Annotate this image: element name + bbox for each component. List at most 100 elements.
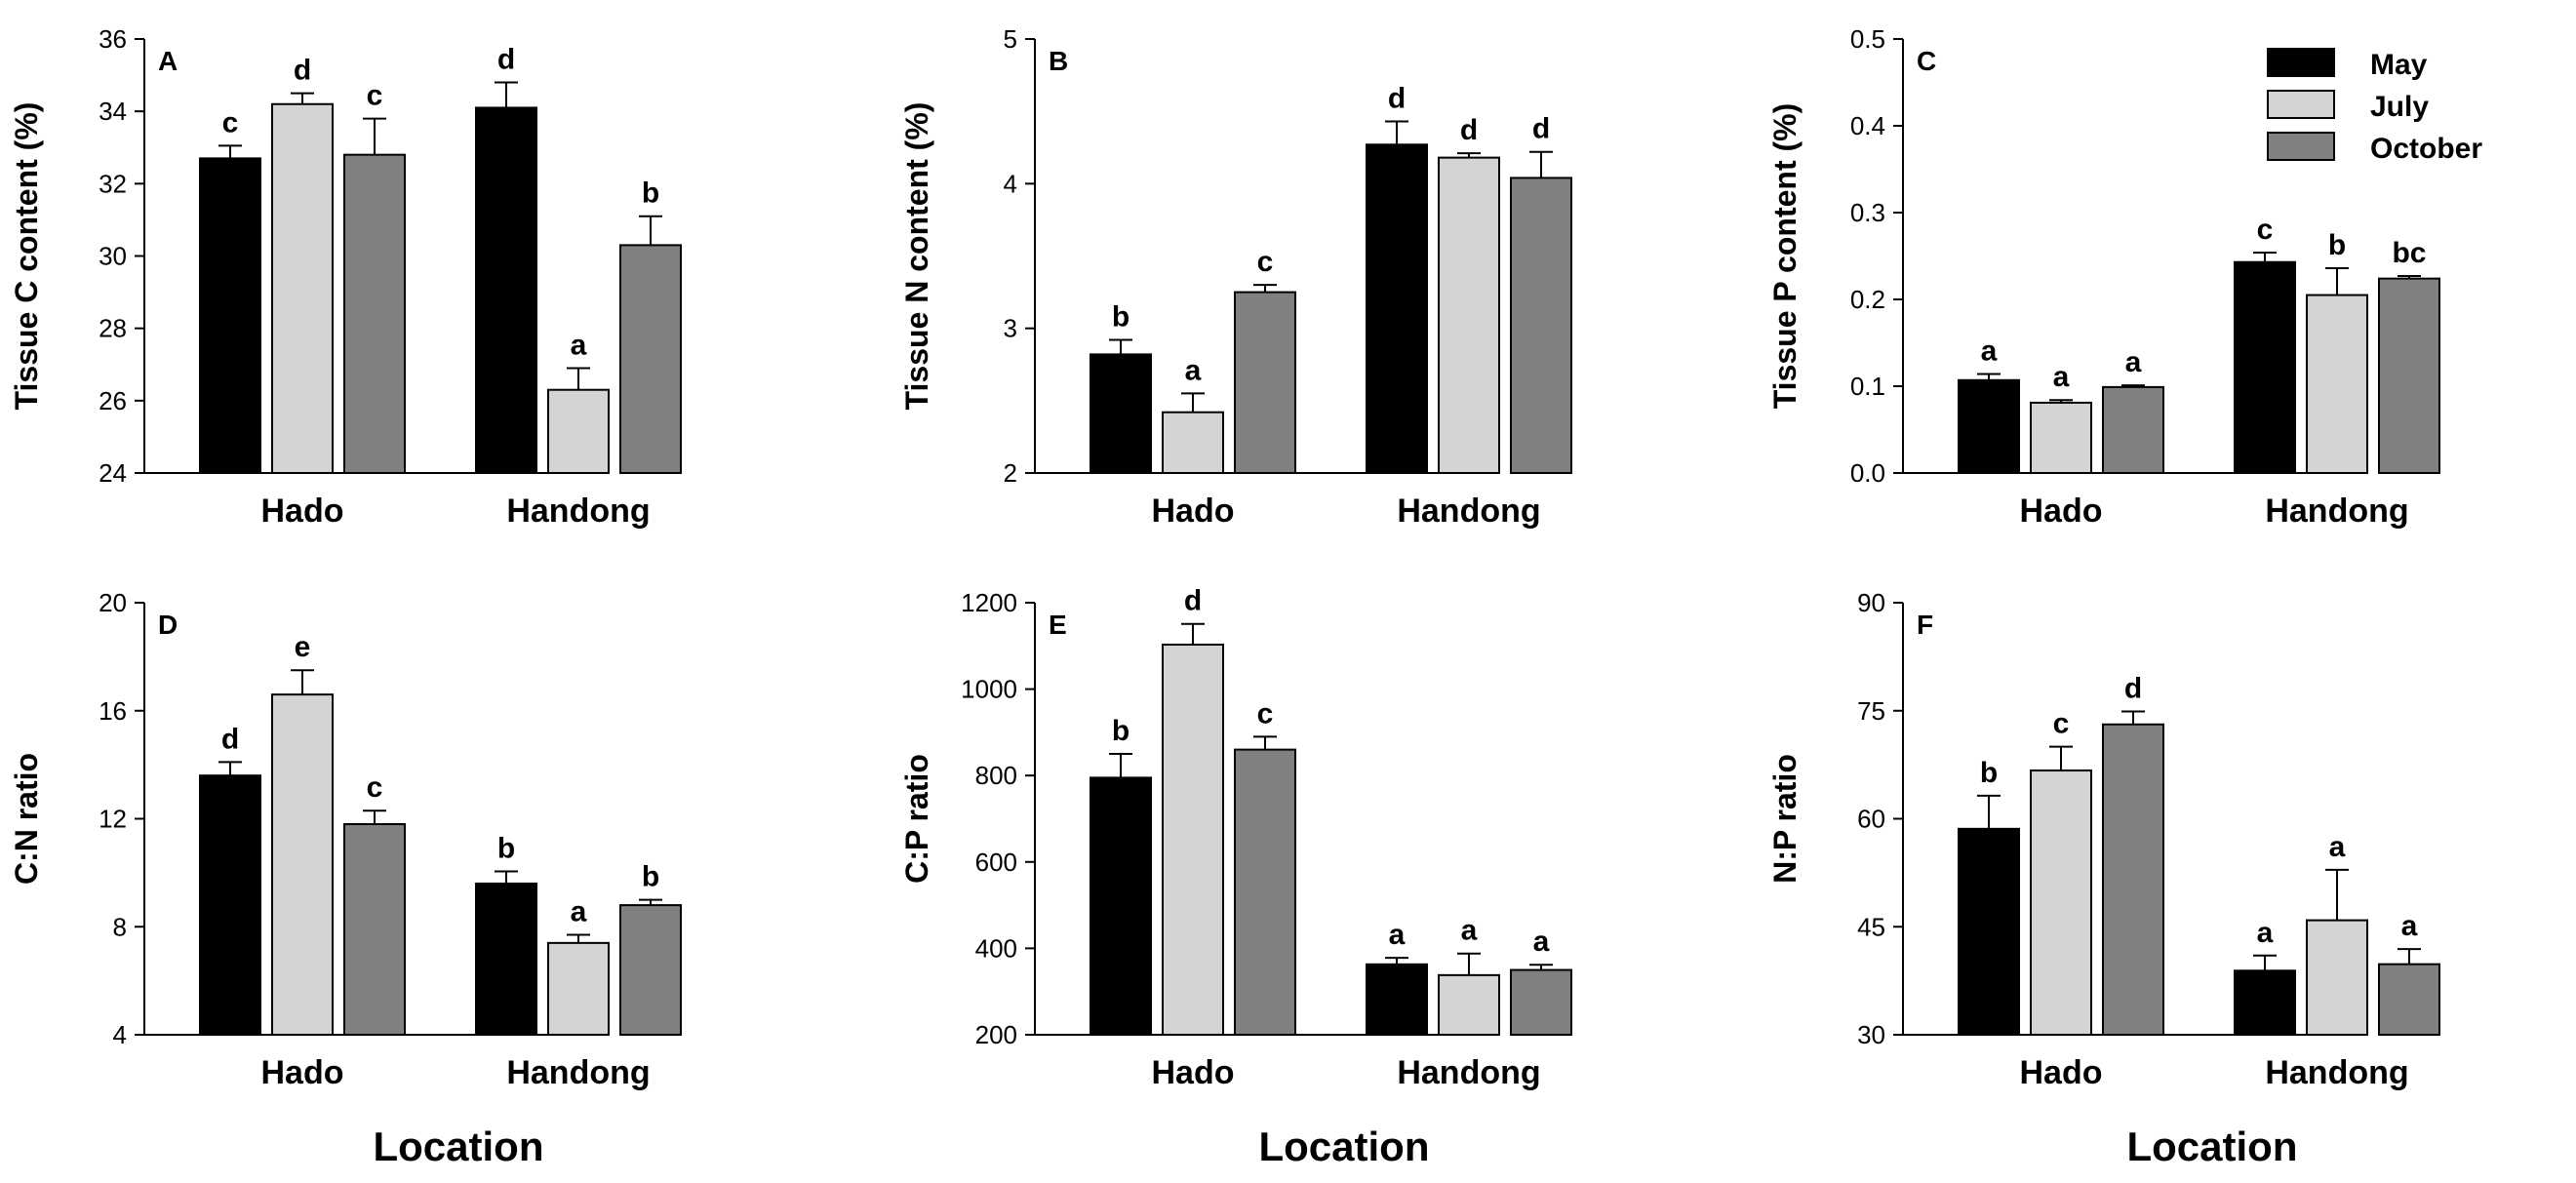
panel-f-significance-label: b [1980, 757, 1998, 789]
panel-c-y-tick-label: 0.1 [1850, 372, 1885, 401]
panel-e-y-axis-label: C:P ratio [899, 754, 934, 884]
x-axis-title-middle: Location [1259, 1124, 1430, 1169]
panel-c-bar-hado-july [2030, 401, 2092, 474]
panel-d-bar-hado-october [343, 823, 406, 1036]
x-axis-title-left: Location [374, 1124, 544, 1169]
panel-f-bar-handong-july [2306, 919, 2368, 1036]
panel-a-bar-hado-october [343, 153, 406, 475]
panel-c-bar-handong-october [2378, 277, 2440, 475]
panel-e-bar-handong-october [1510, 968, 1572, 1036]
panel-a-significance-label: b [642, 177, 659, 210]
panel-a-bar-hado-july [271, 102, 334, 474]
panel-a-bar-handong-october [619, 244, 682, 474]
panel-b-bar-hado-july [1162, 411, 1224, 475]
panel-c-y-axis-label: Tissue P content (%) [1767, 103, 1803, 410]
panel-e: 200 400 600 800 1000 1200 C:P ratio Eb d c Hado a a a… [899, 585, 1572, 1091]
legend-label-july: July [2370, 91, 2429, 123]
panel-c-significance-label: a [2125, 346, 2142, 378]
panel-d-y-tick-label: 20 [99, 588, 127, 617]
panel-d-bar-hado-may [199, 774, 261, 1036]
x-axis-title-right: Location [2127, 1124, 2298, 1169]
panel-f-significance-label: c [2053, 708, 2070, 740]
panel-a-significance-label: c [222, 106, 239, 138]
panel-c-bar-hado-may [1958, 378, 2020, 474]
panel-e-significance-label: a [1461, 915, 1478, 947]
panel-e-y-tick-label: 1200 [961, 588, 1017, 617]
panel-e-significance-label: a [1389, 919, 1406, 951]
panel-c-y-tick-label: 0.2 [1850, 285, 1885, 314]
panel-a-letter: A [158, 46, 178, 76]
panel-f-significance-label: d [2124, 672, 2142, 704]
panel-f-y-axis-label: N:P ratio [1767, 754, 1803, 884]
panel-d-category-label-handong: Handong [506, 1054, 650, 1091]
panel-a-y-tick-label: 36 [99, 24, 127, 54]
legend-swatch-october [2267, 132, 2335, 161]
panel-d-category-label-hado: Hado [261, 1054, 344, 1091]
panel-a-bar-handong-may [475, 106, 537, 474]
panel-a-y-tick-label: 34 [99, 97, 127, 126]
panel-e-significance-label: d [1184, 585, 1202, 617]
panel-c-y-tick-label: 0.0 [1850, 458, 1885, 488]
panel-a-significance-label: a [571, 329, 587, 361]
panel-c-letter: C [1917, 46, 1936, 76]
panel-e-y-tick-label: 400 [975, 933, 1017, 963]
panel-e-significance-label: c [1257, 697, 1274, 730]
panel-f-bar-handong-may [2234, 969, 2296, 1036]
panel-e-bar-hado-july [1162, 643, 1224, 1036]
panel-d-significance-label: b [497, 832, 515, 864]
legend-swatch-may [2267, 48, 2335, 77]
legend-label-may: May [2370, 49, 2428, 81]
panel-a-bar-handong-july [547, 388, 610, 475]
panel-b-bar-hado-october [1234, 291, 1296, 475]
panel-b-y-tick-label: 3 [1004, 314, 1017, 343]
panel-d: 4 8 12 16 20 C:N ratio Dd e c Hado b a b Handong [9, 588, 682, 1091]
panel-e-significance-label: b [1112, 715, 1129, 747]
panel-f-bar-hado-october [2102, 723, 2164, 1036]
panel-b-significance-label: c [1257, 246, 1274, 278]
panel-e-y-tick-label: 200 [975, 1020, 1017, 1049]
panel-c-y-tick-label: 0.5 [1850, 24, 1885, 54]
panel-f: 30 45 60 75 90 N:P ratio Fb c d Hado a a a Handong [1767, 588, 2440, 1091]
legend-label-october: October [2370, 133, 2482, 165]
panel-b-significance-label: d [1388, 83, 1406, 115]
panel-c-y-tick-label: 0.4 [1850, 111, 1885, 140]
panel-f-y-tick-label: 90 [1857, 588, 1885, 617]
panel-a-category-label-handong: Handong [506, 493, 650, 530]
panel-e-bar-handong-may [1366, 963, 1428, 1037]
panel-f-y-tick-label: 60 [1857, 805, 1885, 834]
panel-f-y-tick-label: 30 [1857, 1020, 1885, 1049]
panel-c-y-tick-label: 0.3 [1850, 198, 1885, 227]
panel-b-category-label-hado: Hado [1152, 493, 1235, 530]
panel-a-category-label-hado: Hado [261, 493, 344, 530]
panel-f-y-tick-label: 45 [1857, 912, 1885, 941]
panel-f-letter: F [1917, 610, 1933, 640]
panel-b-significance-label: d [1460, 114, 1478, 146]
panel-a-y-tick-label: 26 [99, 386, 127, 415]
legend: May July October [2267, 48, 2482, 165]
panel-a-y-tick-label: 30 [99, 242, 127, 271]
panel-d-y-tick-label: 12 [99, 805, 127, 834]
panel-b-bar-handong-july [1438, 156, 1500, 474]
panel-b-y-axis-label: Tissue N content (%) [899, 102, 934, 411]
panel-b-significance-label: a [1185, 354, 1202, 386]
panel-b-significance-label: b [1112, 301, 1129, 334]
panel-e-bar-hado-may [1090, 776, 1152, 1036]
panel-c-bar-handong-may [2234, 260, 2296, 475]
panel-b: 2 3 4 5 Tissue N content (%) Bb a c Hado d d d Hando… [899, 24, 1572, 530]
panel-a-significance-label: c [367, 80, 383, 112]
panel-e-y-tick-label: 800 [975, 761, 1017, 790]
panel-d-significance-label: e [295, 631, 311, 663]
panel-f-bar-handong-october [2378, 963, 2440, 1036]
panel-c-category-label-handong: Handong [2265, 493, 2408, 530]
panel-c: 0.0 0.1 0.2 0.3 0.4 0.5 Tissue P content (%) Ca… [1767, 24, 2440, 530]
legend-swatch-july [2267, 90, 2335, 119]
panel-a-y-tick-label: 28 [99, 314, 127, 343]
panel-b-y-tick-label: 5 [1004, 24, 1017, 54]
panel-e-category-label-handong: Handong [1397, 1054, 1540, 1091]
panel-d-bar-handong-july [547, 941, 610, 1036]
panel-c-category-label-hado: Hado [2020, 493, 2103, 530]
panel-b-bar-handong-may [1366, 143, 1428, 475]
panel-c-significance-label: bc [2392, 237, 2426, 269]
